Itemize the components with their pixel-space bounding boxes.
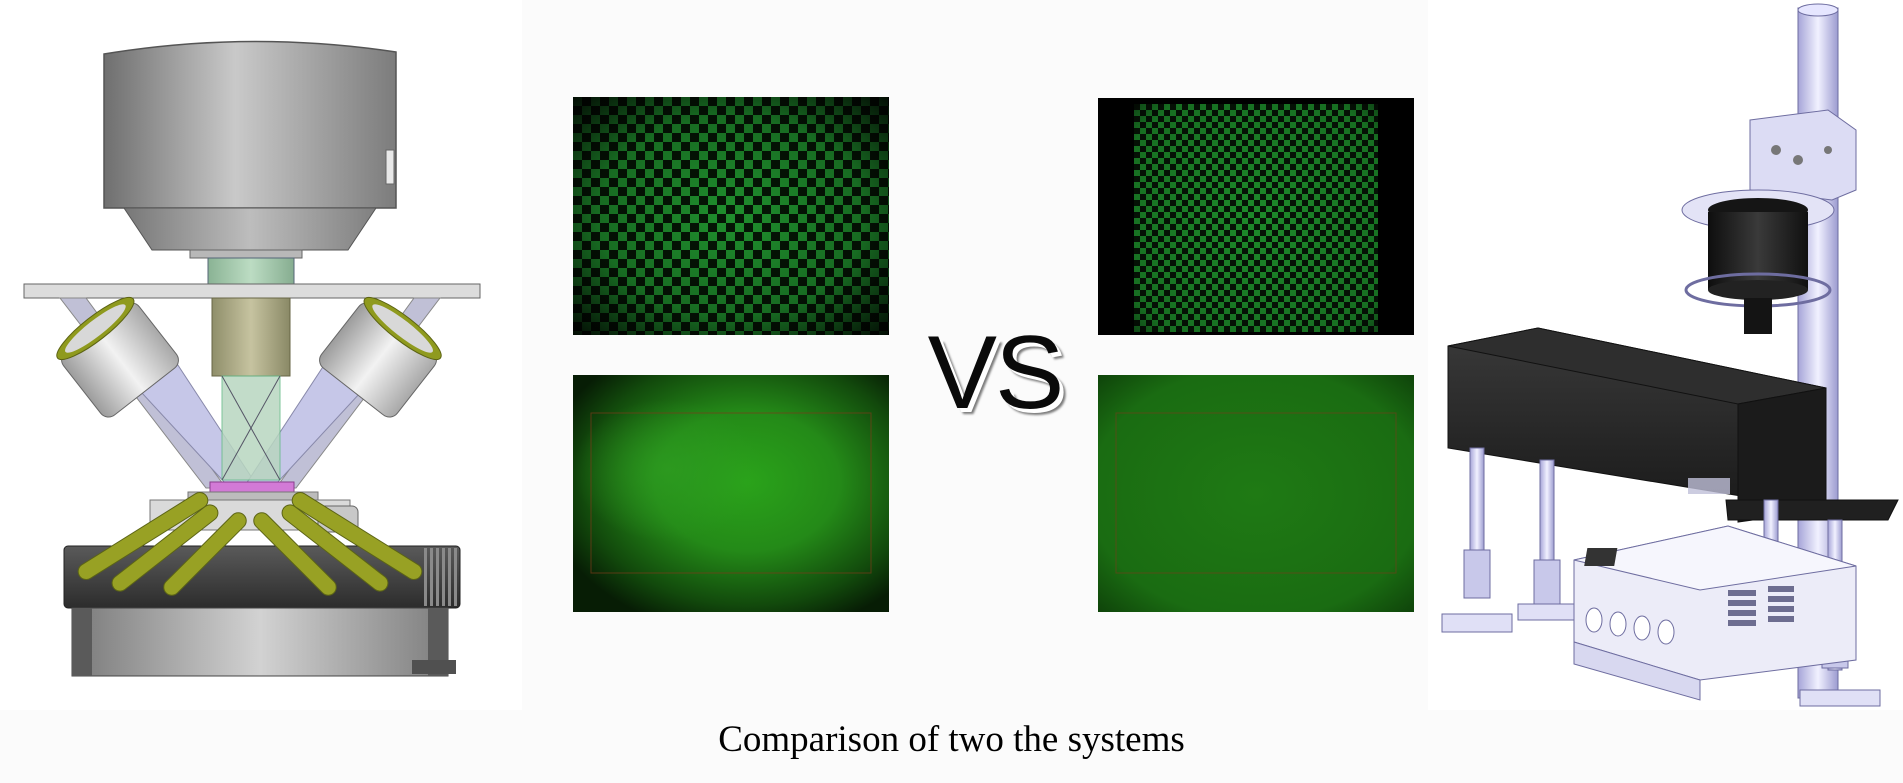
system-b-flatfield-image bbox=[1098, 375, 1414, 612]
system-a-flatfield-image bbox=[573, 375, 889, 612]
system-b-checkerboard-image bbox=[1098, 98, 1414, 335]
figure-caption: Comparison of two the systems bbox=[718, 719, 1185, 760]
system-a-checkerboard-image bbox=[573, 97, 889, 335]
vs-label: VS bbox=[927, 315, 1065, 431]
system-a-cad-render bbox=[0, 0, 522, 710]
system-b-cad-render bbox=[1428, 0, 1903, 710]
